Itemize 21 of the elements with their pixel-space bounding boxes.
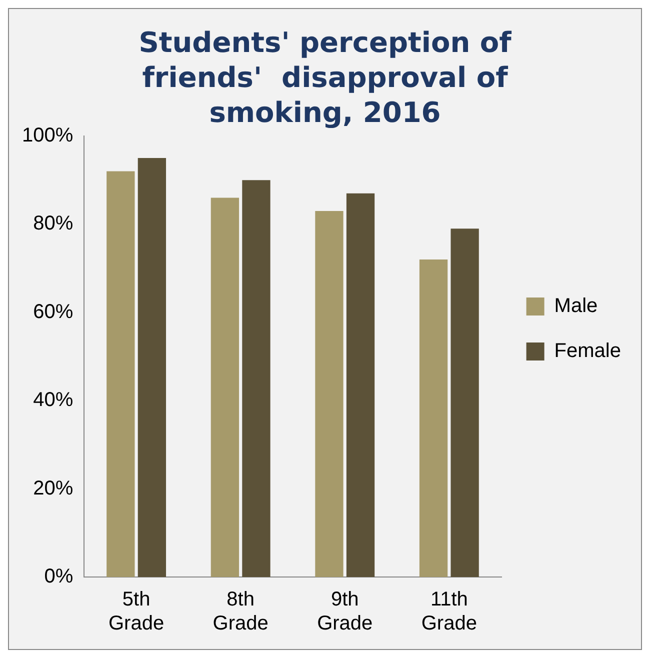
bar: [210, 198, 240, 577]
bar: [419, 259, 448, 577]
bar: [106, 171, 135, 577]
y-tick-label: 40%: [33, 389, 74, 412]
bar: [346, 193, 375, 577]
y-tick-label: 0%: [44, 566, 74, 588]
legend-label: Female: [554, 340, 622, 362]
bar: [138, 158, 166, 577]
x-tick-label: 8th Grade: [212, 588, 268, 635]
bar: [242, 180, 270, 577]
chart-title: Students' perception of friends' disapproval of smoking, 2016: [138, 26, 512, 129]
x-tick-label: 11th Grade: [421, 588, 477, 635]
y-tick-label: 60%: [33, 300, 74, 323]
legend-label: Male: [554, 295, 598, 318]
x-tick-label: 5th Grade: [108, 588, 164, 635]
bar: [315, 210, 344, 577]
y-tick-label: 100%: [22, 124, 74, 147]
y-tick-label: 80%: [33, 212, 74, 235]
x-tick-label: 9th Grade: [317, 588, 373, 635]
y-tick-label: 20%: [33, 477, 74, 500]
bar: [450, 228, 479, 577]
